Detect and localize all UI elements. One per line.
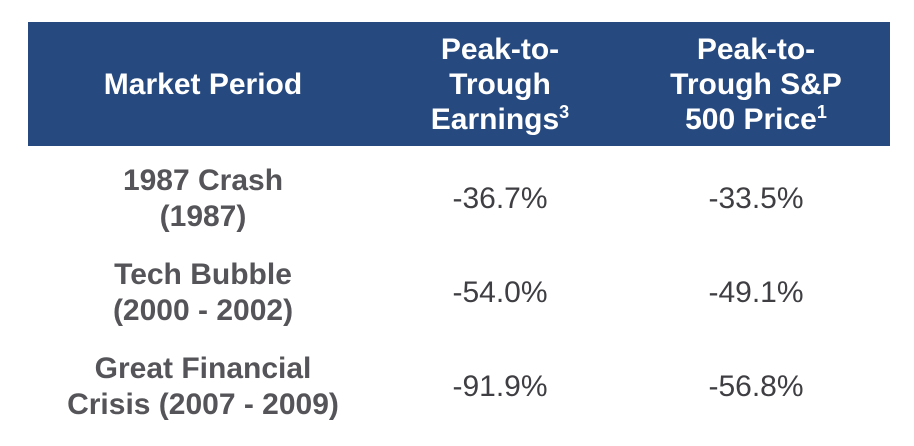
- row-earnings: -36.7%: [452, 182, 548, 215]
- header-earnings: Peak-to- Trough Earnings3: [378, 32, 622, 137]
- row-earnings: -91.9%: [452, 370, 548, 403]
- row-period-line2: (1987): [159, 200, 247, 233]
- row-earnings: -54.0%: [452, 276, 548, 309]
- header-earnings-line3: Earnings: [430, 102, 560, 136]
- table-row: Tech Bubble (2000 - 2002) -54.0% -49.1%: [28, 246, 890, 340]
- drawdown-table: Market Period Peak-to- Trough Earnings3 …: [28, 22, 890, 434]
- header-price-footnote: 1: [816, 101, 827, 122]
- row-period-line2: Crisis (2007 - 2009): [67, 388, 339, 421]
- header-earnings-footnote: 3: [559, 101, 570, 122]
- header-price-line3-wrap: 500 Price1: [622, 102, 890, 137]
- table-body: 1987 Crash (1987) -36.7% -33.5% Tech Bub…: [28, 152, 890, 434]
- header-price-line2: Trough S&P: [670, 67, 842, 101]
- header-market-period: Market Period: [28, 67, 378, 102]
- row-price: -33.5%: [708, 182, 804, 215]
- header-price-line3: 500 Price: [685, 102, 817, 136]
- row-price: -49.1%: [708, 276, 804, 309]
- row-price: -56.8%: [708, 370, 804, 403]
- table-header: Market Period Peak-to- Trough Earnings3 …: [28, 22, 890, 146]
- row-period: Tech Bubble (2000 - 2002): [28, 257, 378, 329]
- header-price: Peak-to- Trough S&P 500 Price1: [622, 32, 890, 137]
- table-row: Great Financial Crisis (2007 - 2009) -91…: [28, 340, 890, 434]
- header-price-line1: Peak-to-: [696, 32, 816, 66]
- row-period-line1: Tech Bubble: [114, 258, 292, 291]
- row-period: 1987 Crash (1987): [28, 163, 378, 235]
- header-earnings-line3-wrap: Earnings3: [378, 102, 622, 137]
- row-period-line2: (2000 - 2002): [112, 294, 294, 327]
- row-period: Great Financial Crisis (2007 - 2009): [28, 351, 378, 423]
- header-earnings-line2: Trough: [449, 67, 551, 101]
- row-period-line1: 1987 Crash: [122, 164, 284, 197]
- header-market-period-label: Market Period: [103, 67, 303, 101]
- header-earnings-line1: Peak-to-: [440, 32, 560, 66]
- table-row: 1987 Crash (1987) -36.7% -33.5%: [28, 152, 890, 246]
- row-period-line1: Great Financial: [94, 352, 312, 385]
